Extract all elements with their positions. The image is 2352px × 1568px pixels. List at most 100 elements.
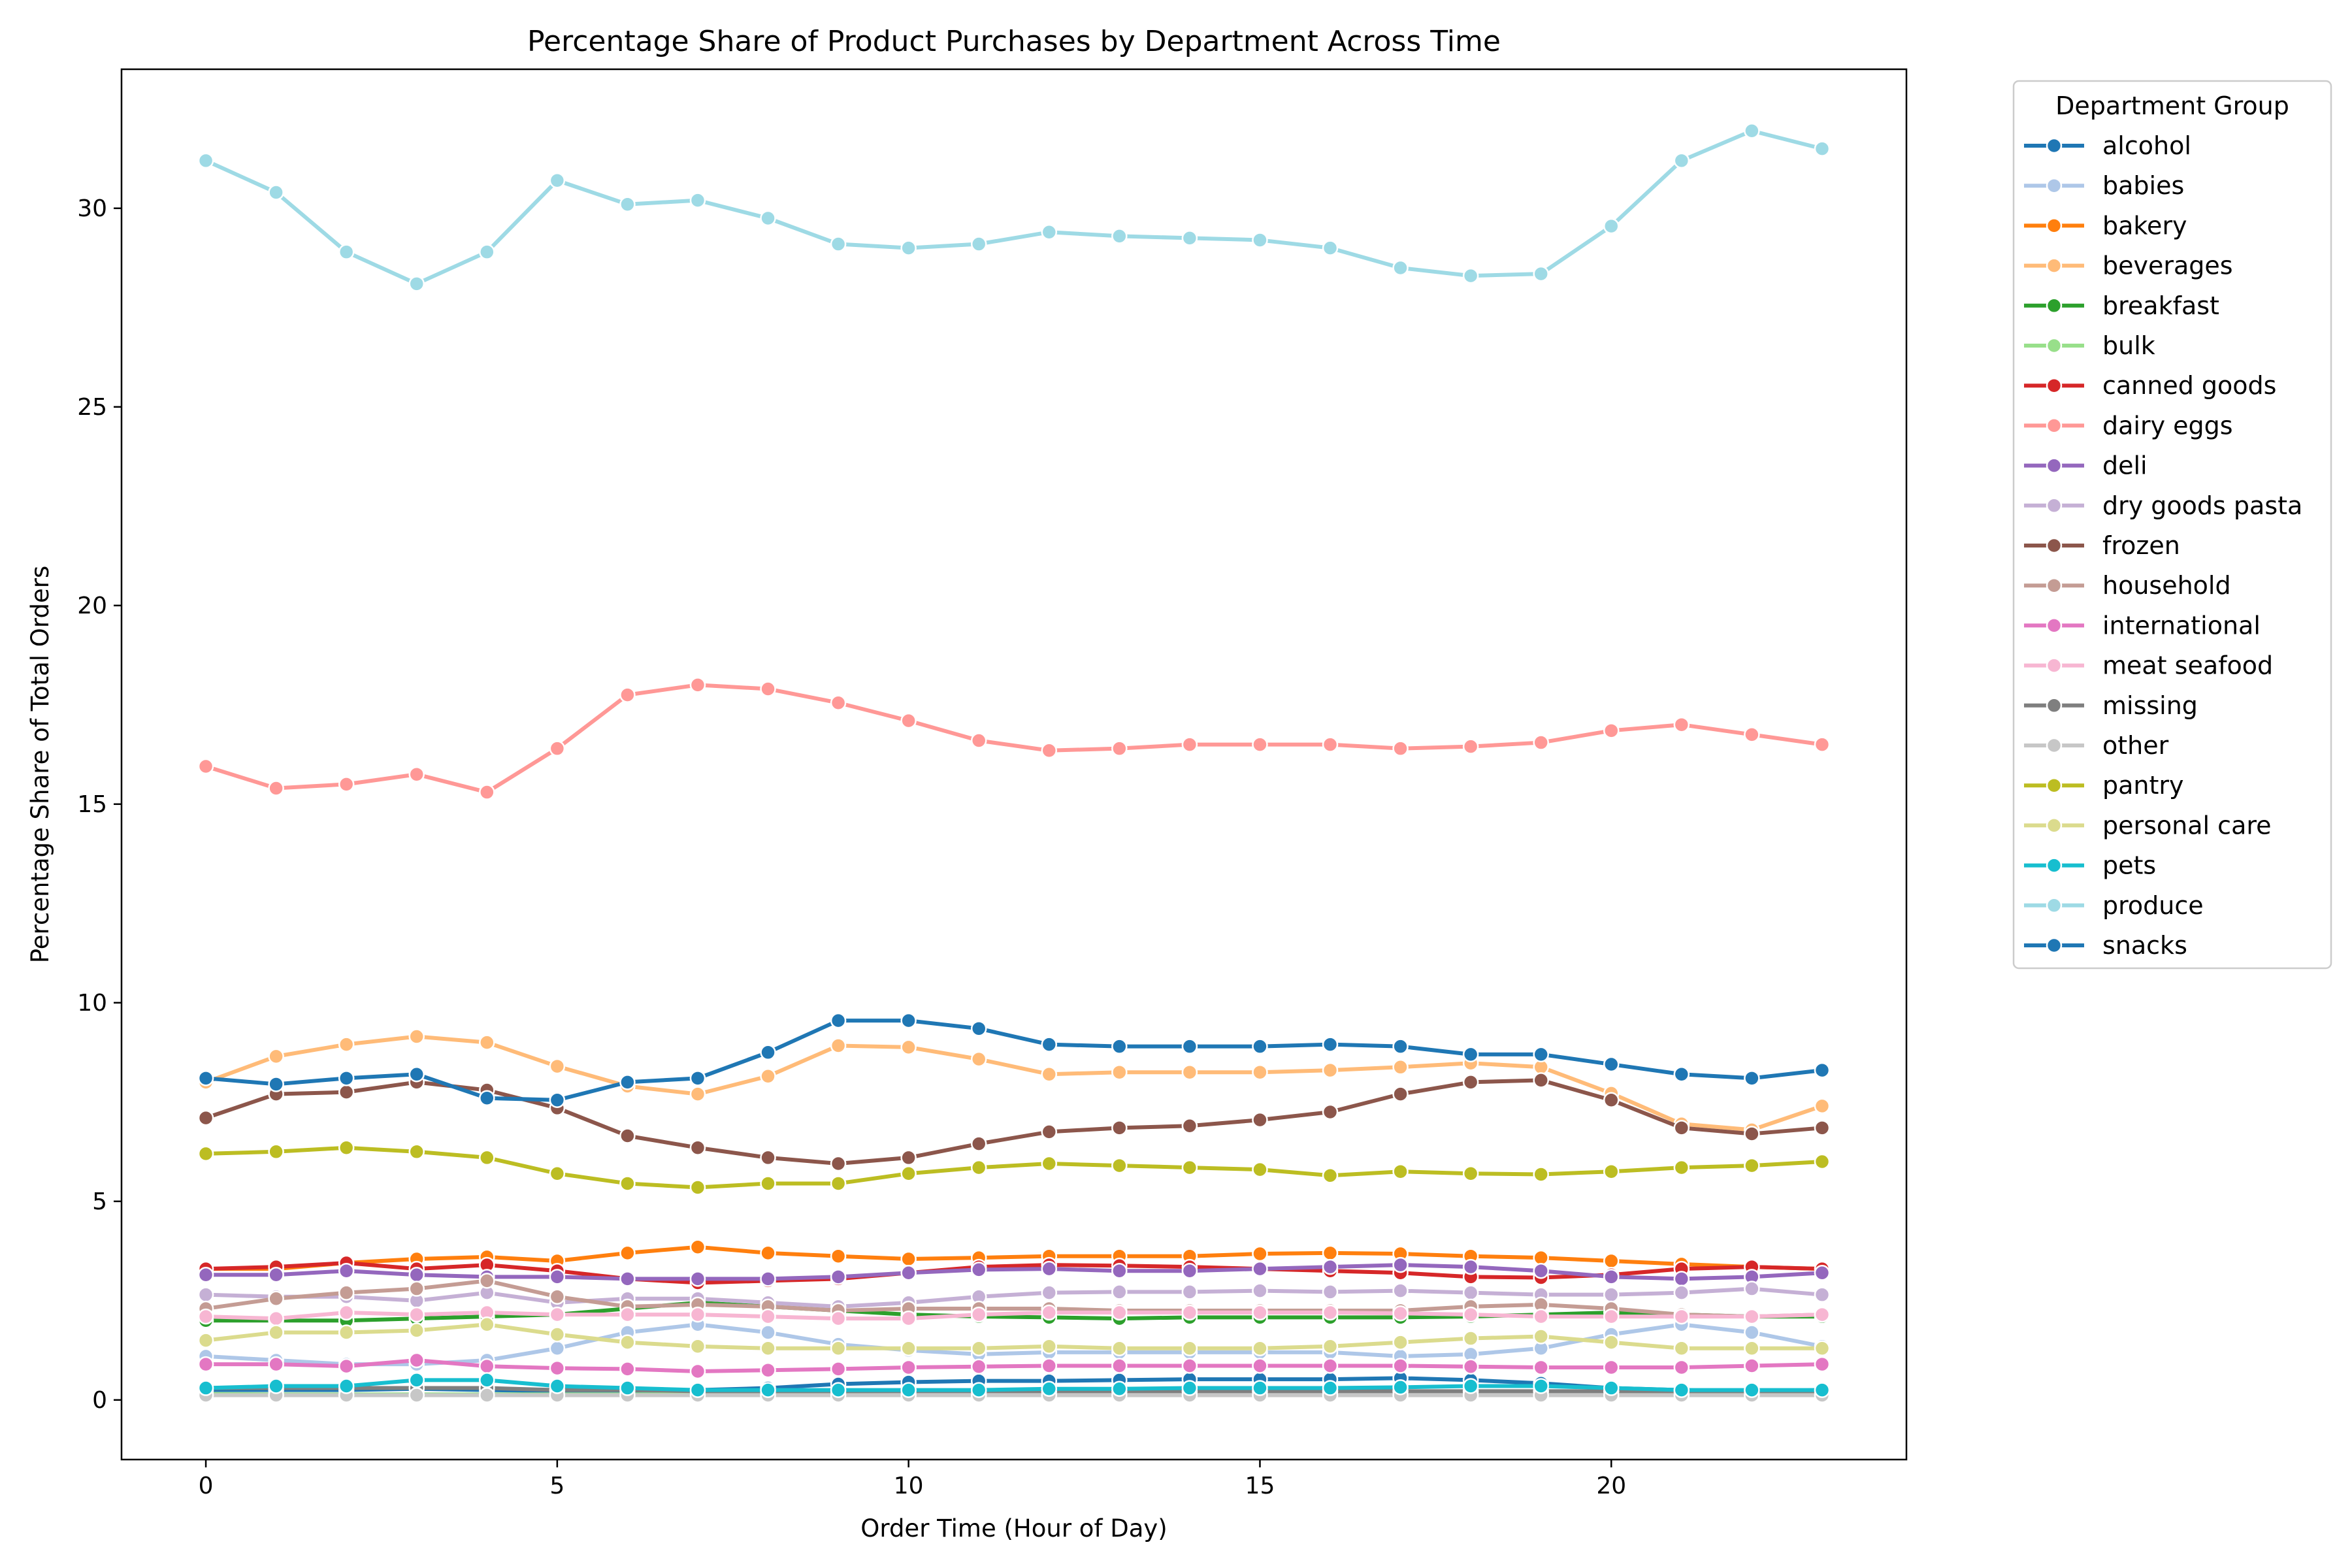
data-point-bakery — [1603, 1252, 1620, 1269]
data-point-snacks — [830, 1012, 847, 1029]
data-point-beverages — [1041, 1066, 1058, 1083]
data-point-pantry — [830, 1175, 847, 1192]
data-point-produce — [408, 276, 425, 292]
legend-item-missing: missing — [2024, 691, 2198, 720]
data-point-pets — [689, 1382, 706, 1398]
data-point-dairy-eggs — [479, 784, 495, 800]
data-point-frozen — [689, 1139, 706, 1156]
data-point-produce — [970, 236, 987, 252]
data-point-pantry — [970, 1159, 987, 1176]
data-point-bakery — [1252, 1245, 1268, 1262]
data-point-personal-care — [268, 1324, 284, 1341]
data-point-deli — [760, 1271, 776, 1287]
data-point-snacks — [1462, 1046, 1479, 1063]
data-point-bakery — [619, 1245, 636, 1262]
data-point-international — [1252, 1358, 1268, 1374]
data-point-produce — [1462, 267, 1479, 284]
data-point-dairy-eggs — [1181, 736, 1198, 753]
data-point-beverages — [549, 1058, 566, 1075]
series-line-produce — [204, 129, 1824, 286]
series-line-household — [204, 1279, 1824, 1319]
data-point-international — [549, 1360, 566, 1377]
data-point-deli — [970, 1262, 987, 1278]
legend-label: alcohol — [2102, 131, 2191, 160]
data-point-pets — [197, 1380, 214, 1396]
series-line-dairy-eggs — [204, 683, 1824, 794]
data-point-pantry — [268, 1143, 284, 1160]
legend-label: beverages — [2102, 252, 2233, 280]
data-point-meat-seafood — [1533, 1308, 1549, 1325]
data-point-snacks — [1533, 1046, 1549, 1063]
legend-label: other — [2102, 731, 2169, 760]
data-point-dairy-eggs — [1322, 736, 1339, 753]
data-point-personal-care — [197, 1332, 214, 1348]
data-point-pets — [1181, 1380, 1198, 1396]
series-line-deli — [204, 1263, 1824, 1281]
legend-marker — [2046, 937, 2063, 954]
data-point-produce — [830, 236, 847, 252]
data-point-snacks — [1744, 1070, 1760, 1086]
data-point-dairy-eggs — [1673, 716, 1690, 733]
data-point-produce — [1041, 224, 1058, 240]
data-point-frozen — [1744, 1126, 1760, 1142]
y-tick-label: 0 — [92, 1387, 107, 1414]
data-point-personal-care — [408, 1322, 425, 1339]
data-point-international — [1322, 1358, 1339, 1374]
data-point-beverages — [900, 1039, 917, 1056]
data-point-pets — [970, 1382, 987, 1398]
data-point-dairy-eggs — [760, 681, 776, 697]
data-point-deli — [1181, 1262, 1198, 1279]
data-point-produce — [1111, 228, 1128, 244]
y-tick-label: 25 — [77, 394, 107, 421]
data-point-personal-care — [760, 1340, 776, 1357]
data-point-deli — [1673, 1271, 1690, 1287]
legend-marker — [2046, 337, 2063, 354]
data-point-dairy-eggs — [1392, 740, 1409, 757]
data-point-snacks — [1322, 1036, 1339, 1053]
data-point-frozen — [1603, 1092, 1620, 1109]
series-line-beverages — [204, 1034, 1824, 1132]
plot-area — [197, 122, 1831, 1403]
data-point-personal-care — [900, 1340, 917, 1357]
data-point-bakery — [689, 1239, 706, 1255]
data-point-dry-goods-pasta — [1603, 1286, 1620, 1303]
data-point-personal-care — [1041, 1338, 1058, 1354]
data-point-pantry — [338, 1139, 355, 1156]
data-point-deli — [1041, 1260, 1058, 1277]
series-snacks — [197, 1012, 1831, 1109]
data-point-bakery — [1322, 1245, 1339, 1262]
data-point-beverages — [1322, 1062, 1339, 1079]
data-point-frozen — [1111, 1120, 1128, 1136]
data-point-pantry — [689, 1179, 706, 1196]
legend-item-dairy-eggs: dairy eggs — [2024, 411, 2233, 440]
data-point-frozen — [338, 1084, 355, 1100]
legend-item-beverages: beverages — [2024, 252, 2233, 280]
data-point-pantry — [1111, 1157, 1128, 1174]
data-point-international — [1603, 1359, 1620, 1376]
y-axis: 0 5 10 15 20 25 30 — [77, 195, 122, 1414]
data-point-dairy-eggs — [689, 677, 706, 693]
data-point-personal-care — [1603, 1334, 1620, 1350]
data-point-pantry — [1041, 1155, 1058, 1172]
data-point-personal-care — [689, 1338, 706, 1354]
data-point-meat-seafood — [760, 1308, 776, 1325]
x-tick-label: 10 — [894, 1473, 924, 1499]
data-point-dairy-eggs — [338, 776, 355, 792]
data-point-dairy-eggs — [1744, 727, 1760, 743]
series-line-international — [204, 1358, 1824, 1374]
legend-item-personal-care: personal care — [2024, 811, 2272, 840]
data-point-snacks — [338, 1070, 355, 1086]
data-point-frozen — [1041, 1124, 1058, 1140]
legend-marker — [2046, 297, 2063, 314]
data-point-dairy-eggs — [549, 740, 566, 757]
data-point-frozen — [1462, 1074, 1479, 1090]
series-line-babies — [204, 1322, 1824, 1367]
data-point-snacks — [970, 1021, 987, 1037]
data-point-meat-seafood — [1673, 1308, 1690, 1325]
data-point-produce — [760, 210, 776, 227]
data-point-produce — [900, 240, 917, 256]
data-point-produce — [1603, 218, 1620, 235]
data-point-babies — [760, 1324, 776, 1341]
data-point-snacks — [1181, 1038, 1198, 1054]
data-point-bakery — [760, 1245, 776, 1262]
